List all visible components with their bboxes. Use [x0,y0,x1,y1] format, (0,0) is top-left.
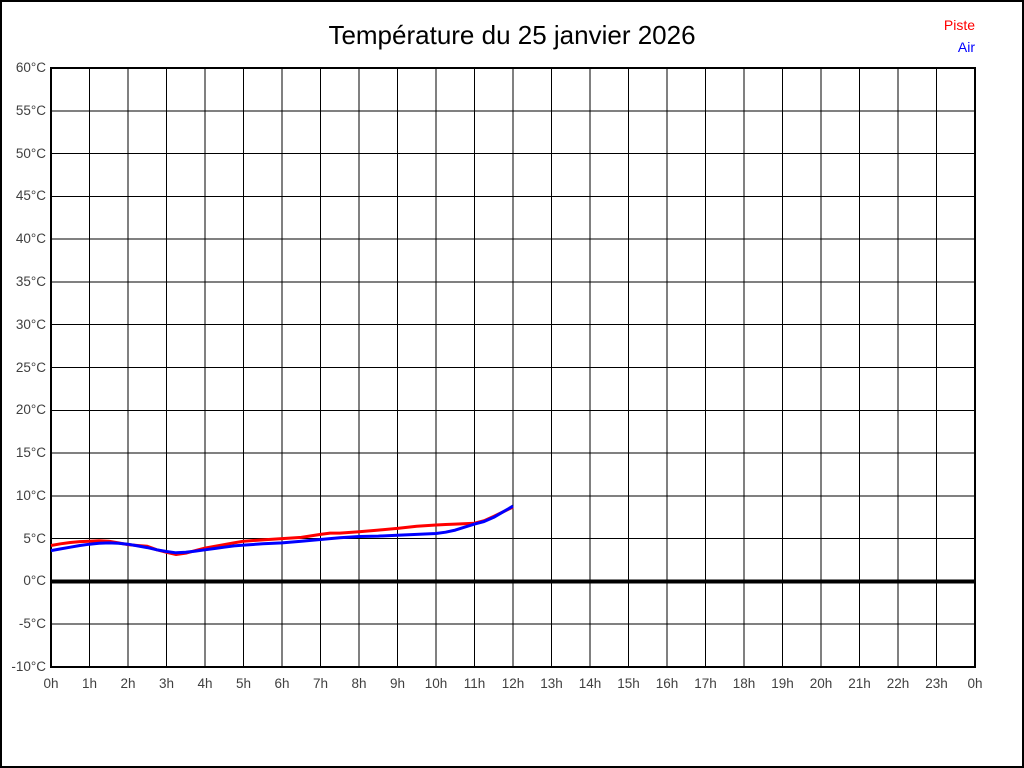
xtick-label: 17h [694,676,717,691]
xtick-label: 13h [540,676,563,691]
xtick-label: 22h [886,676,910,691]
xtick-label: 5h [235,676,252,691]
legend: Piste Air [944,14,975,58]
xtick-label: 0h [43,676,59,691]
xtick-label: 21h [848,676,871,691]
xtick-label: 8h [351,676,367,691]
ytick-label: 25°C [15,359,46,375]
xtick-label: 14h [578,676,602,691]
ytick-label: -5°C [18,616,46,632]
xtick-label: 23h [925,676,948,691]
xtick-label: 20h [809,676,833,691]
xtick-label: 3h [158,676,175,691]
ytick-label: 10°C [15,487,46,503]
xtick-label: 4h [197,676,213,691]
ytick-label: 55°C [15,102,46,118]
xtick-label: 7h [312,676,329,691]
ytick-label: 50°C [15,145,46,161]
xtick-label: 16h [655,676,679,691]
ytick-label: 20°C [15,402,46,418]
ytick-label: 40°C [15,231,46,247]
xtick-label: 12h [501,676,525,691]
ytick-label: 45°C [15,188,46,204]
ytick-label: 60°C [15,60,46,75]
ytick-label: 30°C [15,316,46,332]
xtick-label: 19h [771,676,794,691]
xtick-label: 10h [424,676,448,691]
xtick-label: 15h [617,676,640,691]
plot-border [50,67,976,668]
xtick-label: 11h [463,676,486,691]
xtick-label: 18h [732,676,756,691]
xtick-label: 0h [967,676,983,691]
legend-piste: Piste [943,17,975,33]
ytick-label: 0°C [23,573,46,589]
chart-title: Température du 25 janvier 2026 [328,20,696,50]
ytick-label: 35°C [15,273,46,289]
xtick-label: 1h [81,676,98,691]
ytick-label: 5°C [23,530,46,546]
ytick-label: -10°C [11,659,46,674]
ytick-label: 15°C [15,445,46,461]
xtick-label: 6h [274,676,290,691]
xtick-label: 2h [120,676,136,691]
legend-air: Air [957,39,975,55]
air-line [50,504,514,555]
xtick-label: 9h [389,676,406,691]
